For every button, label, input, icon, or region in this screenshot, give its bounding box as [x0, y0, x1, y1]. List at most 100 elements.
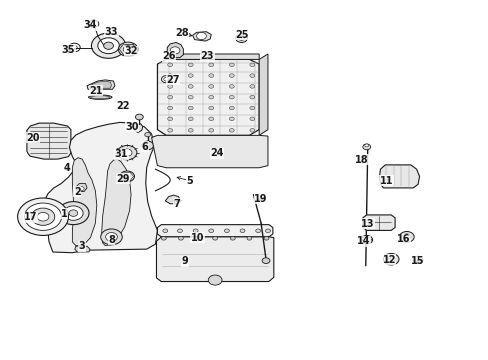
Circle shape	[262, 258, 269, 264]
Circle shape	[249, 106, 254, 110]
Text: 33: 33	[104, 27, 118, 37]
Text: 30: 30	[125, 122, 139, 132]
Circle shape	[91, 33, 125, 58]
Text: 21: 21	[89, 86, 102, 96]
Circle shape	[58, 202, 89, 225]
Circle shape	[193, 229, 198, 233]
Text: 11: 11	[379, 176, 392, 186]
Circle shape	[255, 229, 260, 233]
Circle shape	[229, 106, 234, 110]
Text: 28: 28	[175, 28, 188, 38]
Circle shape	[167, 95, 172, 99]
Text: 19: 19	[254, 194, 267, 204]
Circle shape	[229, 129, 234, 132]
Circle shape	[208, 106, 213, 110]
Text: 13: 13	[360, 219, 374, 229]
Circle shape	[177, 229, 182, 233]
Circle shape	[249, 95, 254, 99]
Text: 34: 34	[83, 20, 97, 30]
Circle shape	[412, 256, 422, 264]
Circle shape	[224, 229, 229, 233]
Circle shape	[229, 74, 234, 77]
Polygon shape	[102, 159, 131, 246]
Polygon shape	[157, 225, 272, 237]
Text: 6: 6	[141, 142, 148, 152]
Text: 5: 5	[186, 176, 193, 186]
Circle shape	[208, 85, 213, 88]
Polygon shape	[167, 42, 183, 58]
Text: 32: 32	[124, 46, 138, 56]
Circle shape	[68, 43, 80, 52]
Circle shape	[142, 141, 153, 150]
Text: 8: 8	[108, 235, 115, 245]
Circle shape	[101, 229, 122, 245]
Circle shape	[18, 198, 68, 235]
Circle shape	[188, 85, 193, 88]
Polygon shape	[379, 165, 419, 188]
Polygon shape	[72, 158, 97, 246]
Ellipse shape	[90, 96, 110, 99]
Circle shape	[120, 171, 134, 182]
Circle shape	[188, 74, 193, 77]
Polygon shape	[44, 122, 157, 253]
Text: 18: 18	[354, 155, 368, 165]
Circle shape	[229, 85, 234, 88]
Circle shape	[265, 229, 270, 233]
Text: 12: 12	[382, 255, 395, 265]
Circle shape	[89, 20, 99, 27]
Text: 9: 9	[181, 256, 188, 266]
Circle shape	[98, 38, 119, 54]
Text: 4: 4	[63, 163, 70, 174]
Circle shape	[208, 129, 213, 132]
Circle shape	[103, 42, 113, 49]
Polygon shape	[89, 81, 111, 88]
Circle shape	[161, 76, 171, 83]
Circle shape	[196, 237, 201, 240]
Text: 25: 25	[234, 30, 248, 40]
Circle shape	[229, 117, 234, 121]
Circle shape	[229, 63, 234, 67]
Circle shape	[37, 212, 49, 221]
Circle shape	[208, 117, 213, 121]
Text: 27: 27	[166, 75, 180, 85]
Circle shape	[167, 129, 172, 132]
Circle shape	[383, 253, 398, 265]
Circle shape	[167, 74, 172, 77]
Circle shape	[196, 32, 206, 40]
Circle shape	[208, 229, 213, 233]
Text: 17: 17	[23, 212, 37, 222]
Text: 2: 2	[74, 186, 81, 197]
Circle shape	[249, 74, 254, 77]
Circle shape	[229, 95, 234, 99]
Circle shape	[69, 210, 78, 216]
Circle shape	[144, 132, 150, 137]
Circle shape	[249, 63, 254, 67]
Circle shape	[188, 95, 193, 99]
Text: 22: 22	[116, 101, 130, 111]
Circle shape	[249, 85, 254, 88]
Circle shape	[246, 237, 251, 240]
Circle shape	[167, 106, 172, 110]
Circle shape	[399, 231, 413, 242]
Circle shape	[249, 117, 254, 121]
Circle shape	[230, 237, 235, 240]
Circle shape	[212, 237, 217, 240]
Circle shape	[402, 234, 410, 240]
Circle shape	[208, 63, 213, 67]
Polygon shape	[27, 123, 71, 159]
Text: 16: 16	[396, 234, 410, 244]
Circle shape	[188, 63, 193, 67]
Circle shape	[118, 42, 138, 57]
Text: 1: 1	[61, 209, 68, 219]
Circle shape	[167, 63, 172, 67]
Text: 24: 24	[210, 148, 224, 158]
Circle shape	[238, 36, 244, 40]
Polygon shape	[76, 184, 87, 192]
Circle shape	[24, 203, 61, 230]
Circle shape	[163, 229, 167, 233]
Circle shape	[178, 237, 183, 240]
Text: 20: 20	[26, 132, 40, 143]
Circle shape	[63, 206, 83, 220]
Polygon shape	[134, 124, 142, 132]
Circle shape	[135, 114, 143, 120]
